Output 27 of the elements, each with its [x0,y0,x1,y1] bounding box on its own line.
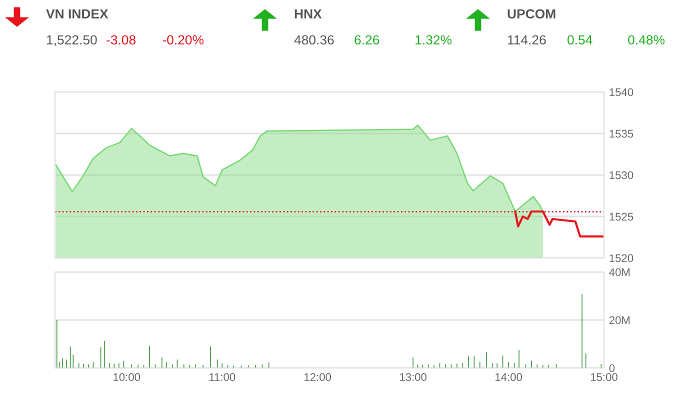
category-label: VN INDEX [46,9,108,18]
line-series [514,210,604,238]
y-tick-label: 1525 [610,212,634,221]
y-tick-label: 1530 [610,171,634,180]
category-label: HNX [294,9,322,18]
text: -0.20% [162,35,204,45]
text: 1,522.50 [47,35,97,46]
x-tick-label: 10:00 [114,373,140,382]
text: 480.36 [294,35,334,45]
text: 114.26 [508,35,546,45]
text: 0.48% [628,35,665,45]
y-tick-label: 20M [609,316,630,324]
y-tick-label: 0 [609,364,615,372]
x-tick-label: 14:00 [495,373,522,382]
text: 0.54 [568,35,592,45]
x-tick-label: 13:00 [400,373,427,382]
category-label: UPCOM [508,9,556,19]
x-tick-label: 15:00 [590,373,618,382]
x-tick-label: 12:00 [304,373,332,382]
y-tick-label: 1520 [610,254,634,262]
y-tick-label: 1535 [610,130,634,138]
x-tick-label: 11:00 [209,373,236,382]
text: 6.26 [354,35,380,45]
text: 1.32% [416,35,452,45]
text: -3.08 [106,35,136,45]
y-tick-label: 1540 [610,88,634,96]
y-tick-label: 40M [609,268,630,276]
